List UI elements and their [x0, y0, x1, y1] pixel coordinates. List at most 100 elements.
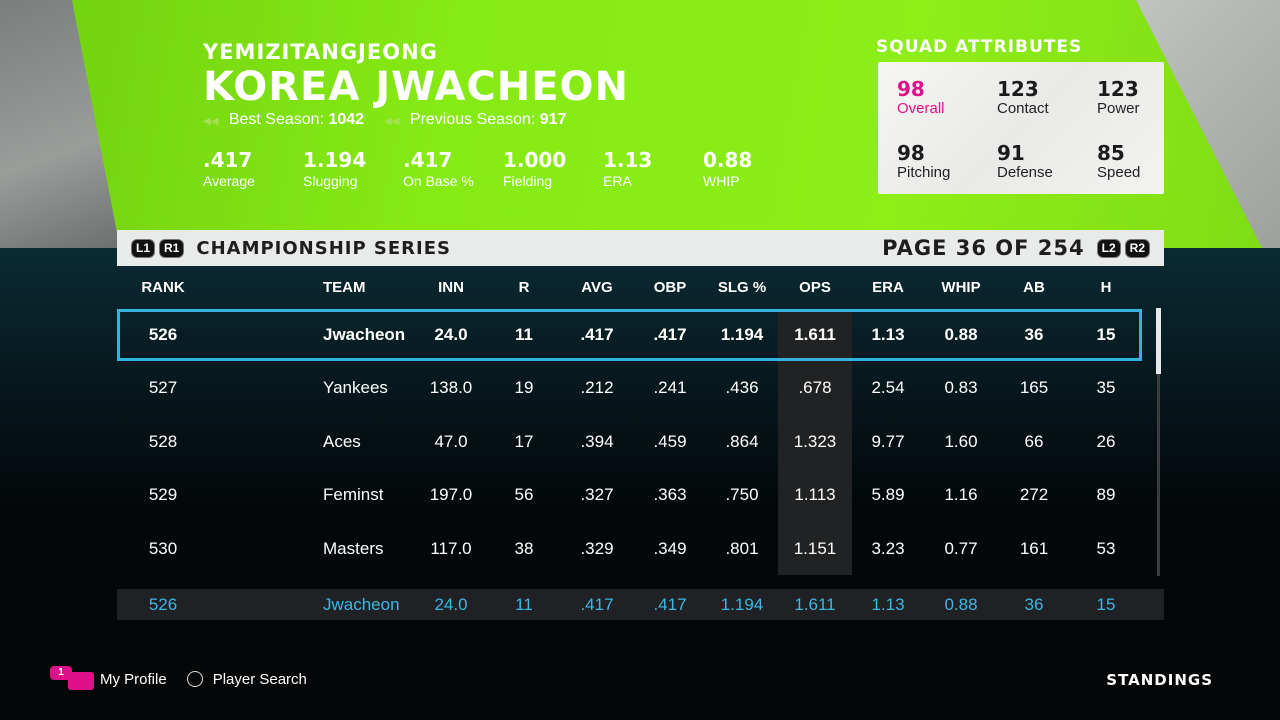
header-accent-left	[0, 0, 120, 248]
cell-whip: 0.88	[944, 324, 978, 344]
cell-ops: 1.151	[793, 538, 837, 558]
stat-slugging: 1.194 Slugging	[303, 148, 403, 189]
attr-value: 85	[1097, 141, 1125, 165]
attr-contact: 123 Contact	[997, 78, 1097, 130]
body-background	[0, 248, 1280, 720]
col-ops[interactable]: OPS	[799, 278, 831, 296]
cell-ab: 161	[1019, 538, 1049, 558]
player-search-button[interactable]: Player Search	[212, 670, 307, 688]
cell-h: 26	[1096, 431, 1116, 451]
cell-h: 35	[1096, 378, 1116, 398]
cell-inn: 47.0	[434, 431, 468, 451]
col-era[interactable]: ERA	[872, 278, 904, 296]
attr-overall: 98 Overall	[897, 78, 997, 130]
cell-era: 9.77	[871, 431, 905, 451]
my-profile-button[interactable]: My Profile	[100, 670, 167, 688]
cell-slg: .801	[725, 538, 759, 558]
col-avg[interactable]: AVG	[581, 278, 613, 296]
table-scrollbar[interactable]	[1157, 308, 1160, 576]
stat-label: Fielding	[503, 173, 553, 189]
cell-ab: 36	[1024, 324, 1044, 344]
standings-table: RANK TEAM INN R AVG OBP SLG % OPS ERA WH…	[117, 266, 1164, 576]
pinned-team-row[interactable]: 526 Jwacheon 24.0 11 .417 .417 1.194 1.6…	[117, 589, 1164, 620]
ops-column-highlight	[778, 312, 852, 575]
cell-inn: 24.0	[434, 324, 468, 344]
cell-r: 38	[514, 538, 534, 558]
col-obp[interactable]: OBP	[653, 278, 687, 296]
attr-label: Power	[1097, 100, 1140, 117]
cell-obp: .459	[653, 431, 687, 451]
cell-inn: 117.0	[430, 538, 472, 558]
standings-label: STANDINGS	[1106, 671, 1213, 689]
cell-team: Masters	[323, 538, 384, 558]
cell-era: 5.89	[871, 485, 905, 505]
cell-obp: .417	[653, 324, 687, 344]
attr-value: 123	[997, 77, 1039, 101]
l2-button[interactable]: L2	[1096, 238, 1121, 258]
cell-era: 2.54	[871, 378, 905, 398]
table-row[interactable]: 529 Feminst 197.0 56 .327 .363 .750 1.11…	[117, 469, 1164, 523]
attr-pitching: 98 Pitching	[897, 142, 997, 194]
r1-button[interactable]: R1	[159, 238, 185, 258]
cell-avg: .327	[580, 485, 614, 505]
cell-inn: 24.0	[434, 594, 468, 614]
circle-button-icon[interactable]	[186, 671, 203, 687]
stat-value: .417	[403, 148, 453, 172]
cell-obp: .417	[653, 594, 687, 614]
stat-value: 1.13	[603, 148, 653, 172]
cell-slg: .750	[725, 485, 759, 505]
stat-era: 1.13 ERA	[603, 148, 703, 189]
col-whip[interactable]: WHIP	[941, 278, 981, 296]
cell-team: Feminst	[323, 485, 384, 505]
col-r[interactable]: R	[518, 278, 530, 296]
attr-label: Overall	[897, 100, 945, 117]
col-h[interactable]: H	[1100, 278, 1112, 296]
series-tab-controls: L1 R1	[131, 238, 185, 258]
page-controls: PAGE 36 OF 254 L2 R2	[882, 236, 1150, 260]
cell-obp: .363	[653, 485, 687, 505]
col-rank[interactable]: RANK	[141, 278, 185, 296]
cell-avg: .394	[580, 431, 614, 451]
cell-rank: 526	[148, 594, 178, 614]
stat-value: 1.194	[303, 148, 367, 172]
r2-button[interactable]: R2	[1124, 238, 1150, 258]
cell-rank: 530	[148, 538, 178, 558]
cell-avg: .417	[580, 324, 614, 344]
col-ab[interactable]: AB	[1023, 278, 1045, 296]
cell-r: 11	[515, 594, 533, 614]
cell-team: Jwacheon	[323, 324, 406, 344]
stat-label: ERA	[603, 173, 632, 189]
cell-rank: 527	[148, 378, 178, 398]
stat-fielding: 1.000 Fielding	[503, 148, 603, 189]
cell-avg: .212	[580, 378, 614, 398]
touchpad-icon[interactable]: 1	[50, 666, 96, 692]
table-body: 526 Jwacheon 24.0 11 .417 .417 1.194 1.6…	[117, 308, 1164, 576]
cell-avg: .417	[580, 594, 614, 614]
cell-inn: 138.0	[429, 378, 473, 398]
l1-button[interactable]: L1	[131, 238, 156, 258]
table-scroll-thumb[interactable]	[1156, 308, 1161, 374]
page-indicator: PAGE 36 OF 254	[882, 236, 1085, 260]
attr-power: 123 Power	[1097, 78, 1177, 130]
table-row[interactable]: 526 Jwacheon 24.0 11 .417 .417 1.194 1.6…	[117, 308, 1164, 362]
profile-badge: 1	[50, 666, 72, 680]
col-inn[interactable]: INN	[438, 278, 464, 296]
attr-label: Pitching	[897, 164, 951, 181]
attr-value: 98	[897, 141, 925, 165]
col-slg[interactable]: SLG %	[717, 278, 767, 296]
cell-h: 15	[1096, 324, 1116, 344]
attr-value: 91	[997, 141, 1025, 165]
stat-value: 0.88	[703, 148, 753, 172]
cell-r: 19	[514, 378, 534, 398]
cell-slg: .436	[725, 378, 759, 398]
table-row[interactable]: 530 Masters 117.0 38 .329 .349 .801 1.15…	[117, 522, 1164, 576]
col-team[interactable]: TEAM	[323, 278, 366, 296]
attr-defense: 91 Defense	[997, 142, 1097, 194]
cell-ops: .678	[798, 378, 832, 398]
cell-ops: 1.323	[793, 431, 837, 451]
season-summary: ◀◀ Best Season: 1042 ◀◀ Previous Season:…	[203, 111, 566, 129]
table-row[interactable]: 528 Aces 47.0 17 .394 .459 .864 1.323 9.…	[117, 415, 1164, 469]
cell-ops: 1.611	[794, 594, 836, 614]
stat-average: .417 Average	[203, 148, 303, 189]
table-row[interactable]: 527 Yankees 138.0 19 .212 .241 .436 .678…	[117, 362, 1164, 416]
